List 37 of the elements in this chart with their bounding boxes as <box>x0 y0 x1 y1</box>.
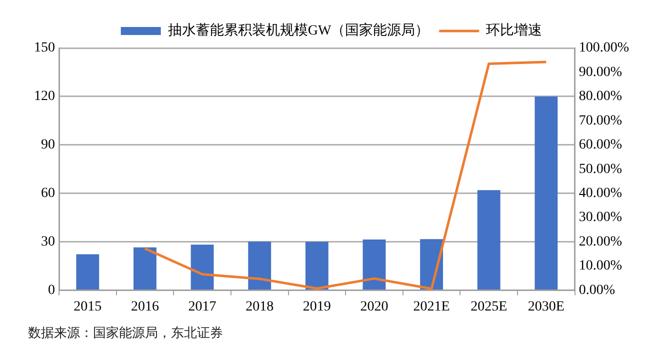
y2-tick-label: 60.00% <box>578 138 622 153</box>
y2-tick-label: 10.00% <box>578 258 622 274</box>
y-tick-label: 90 <box>41 138 55 153</box>
x-tick-label: 2016 <box>130 299 159 314</box>
bar <box>534 96 558 290</box>
y-tick-label: 0 <box>48 282 55 298</box>
y-tick-label: 150 <box>34 40 55 56</box>
y-tick-label: 60 <box>41 186 55 201</box>
bar <box>362 240 386 290</box>
y2-tick-label: 90.00% <box>578 64 622 80</box>
y2-tick-label: 30.00% <box>578 210 622 226</box>
y2-tick-label: 100.00% <box>578 40 630 56</box>
y2-tick-label: 50.00% <box>578 162 622 177</box>
y2-tick-label: 0.00% <box>578 282 616 298</box>
legend-label: 环比增速 <box>486 22 542 39</box>
x-tick-label: 2018 <box>246 299 274 314</box>
x-tick-label: 2025E <box>470 299 508 314</box>
x-tick-label: 2019 <box>302 299 331 314</box>
x-tick-label: 2020 <box>360 299 388 314</box>
legend-label: 抽水蓄能累积装机规模GW（国家能源局） <box>168 22 430 39</box>
y2-tick-label: 20.00% <box>578 234 622 250</box>
bar <box>305 242 328 290</box>
y-tick-label: 30 <box>41 234 55 250</box>
bar <box>248 242 272 290</box>
x-tick-label: 2030E <box>528 299 564 314</box>
y-tick-label: 120 <box>34 89 55 104</box>
x-tick-label: 2021E <box>413 299 450 314</box>
y2-tick-label: 80.00% <box>578 89 622 104</box>
bar <box>477 190 500 290</box>
bar <box>190 244 214 290</box>
y2-tick-label: 70.00% <box>578 113 622 128</box>
x-tick-label: 2015 <box>74 299 102 314</box>
bar <box>134 247 156 290</box>
bar <box>76 254 100 290</box>
source-note: 数据来源：国家能源局，东北证券 <box>28 324 223 342</box>
y2-tick-label: 40.00% <box>578 186 622 201</box>
x-tick-label: 2017 <box>188 299 216 314</box>
